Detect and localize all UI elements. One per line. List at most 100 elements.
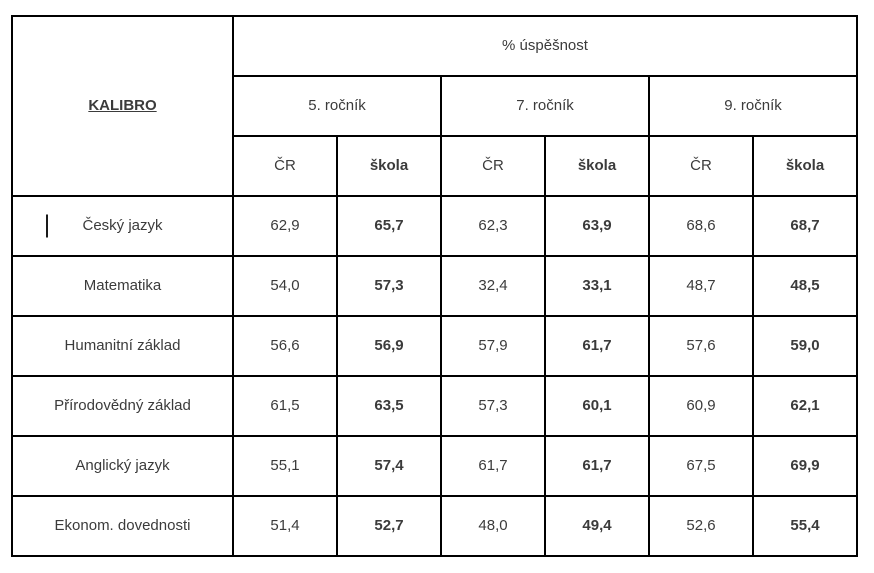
score-cell-cr[interactable]: 57,6 bbox=[648, 315, 754, 377]
header-row-grades: 5. ročník 7. ročník 9. ročník bbox=[12, 75, 858, 137]
subject-cell-prirodovedny-zaklad[interactable]: Přírodovědný základ bbox=[11, 375, 234, 437]
subject-label: Český jazyk bbox=[82, 217, 163, 234]
grade-header-9: 9. ročník bbox=[724, 97, 782, 114]
score-cell-skola[interactable]: 59,0 bbox=[752, 315, 858, 377]
score-value: 59,0 bbox=[790, 337, 820, 354]
subject-cell-humanitni-zaklad[interactable]: Humanitní základ bbox=[11, 315, 234, 377]
kalibro-title-cell[interactable]: KALIBRO bbox=[11, 15, 234, 197]
grade-header-7: 7. ročník bbox=[516, 97, 574, 114]
score-cell-cr[interactable]: 48,7 bbox=[648, 255, 754, 317]
score-value: 57,3 bbox=[374, 277, 404, 294]
score-cell-skola[interactable]: 57,4 bbox=[336, 435, 442, 497]
score-value: 48,0 bbox=[478, 517, 508, 534]
score-value: 61,7 bbox=[478, 457, 508, 474]
score-cell-cr[interactable]: 61,7 bbox=[440, 435, 546, 497]
score-value: 60,9 bbox=[686, 397, 716, 414]
score-value: 60,1 bbox=[582, 397, 612, 414]
score-value: 52,7 bbox=[374, 517, 404, 534]
table-row: Humanitní základ 56,6 56,9 57,9 61,7 57,… bbox=[11, 315, 858, 377]
score-cell-cr[interactable]: 67,5 bbox=[648, 435, 754, 497]
grade-header-5-cell[interactable]: 5. ročník bbox=[232, 75, 442, 137]
subject-label: Humanitní základ bbox=[64, 337, 181, 354]
cr-header-5-cell[interactable]: ČR bbox=[232, 135, 338, 197]
score-cell-skola[interactable]: 33,1 bbox=[544, 255, 650, 317]
score-cell-cr[interactable]: 57,9 bbox=[440, 315, 546, 377]
skola-header: škola bbox=[785, 157, 825, 174]
score-cell-cr[interactable]: 68,6 bbox=[648, 195, 754, 257]
score-value: 62,3 bbox=[478, 217, 508, 234]
subject-label: Matematika bbox=[83, 277, 162, 294]
score-cell-skola[interactable]: 55,4 bbox=[752, 495, 858, 557]
grade-header-9-cell[interactable]: 9. ročník bbox=[648, 75, 858, 137]
subject-label: Anglický jazyk bbox=[75, 457, 170, 474]
skola-header-5-cell[interactable]: škola bbox=[336, 135, 442, 197]
percent-success-header: % úspěšnost bbox=[502, 37, 588, 54]
score-value: 61,5 bbox=[270, 397, 300, 414]
score-cell-cr[interactable]: 55,1 bbox=[232, 435, 338, 497]
score-value: 67,5 bbox=[686, 457, 716, 474]
skola-header: škola bbox=[577, 157, 617, 174]
cr-header: ČR bbox=[482, 157, 504, 174]
score-value: 54,0 bbox=[270, 277, 300, 294]
score-cell-cr[interactable]: 56,6 bbox=[232, 315, 338, 377]
score-cell-cr[interactable]: 32,4 bbox=[440, 255, 546, 317]
score-value: 68,7 bbox=[790, 217, 820, 234]
score-cell-skola[interactable]: 52,7 bbox=[336, 495, 442, 557]
score-cell-cr[interactable]: 60,9 bbox=[648, 375, 754, 437]
score-value: 61,7 bbox=[582, 457, 612, 474]
score-cell-skola[interactable]: 48,5 bbox=[752, 255, 858, 317]
score-cell-skola[interactable]: 63,9 bbox=[544, 195, 650, 257]
score-value: 56,9 bbox=[374, 337, 404, 354]
subject-cell-cesky-jazyk[interactable]: Český jazyk bbox=[11, 195, 234, 257]
score-cell-skola[interactable]: 68,7 bbox=[752, 195, 858, 257]
subject-cell-matematika[interactable]: Matematika bbox=[11, 255, 234, 317]
score-cell-skola[interactable]: 65,7 bbox=[336, 195, 442, 257]
score-value: 52,6 bbox=[686, 517, 716, 534]
subject-cell-ekonom-dovednosti[interactable]: Ekonom. dovednosti bbox=[11, 495, 234, 557]
score-cell-cr[interactable]: 54,0 bbox=[232, 255, 338, 317]
table-row: Přírodovědný základ 61,5 63,5 57,3 60,1 … bbox=[11, 375, 858, 437]
subject-cell-anglicky-jazyk[interactable]: Anglický jazyk bbox=[11, 435, 234, 497]
score-value: 32,4 bbox=[478, 277, 508, 294]
score-value: 63,9 bbox=[582, 217, 612, 234]
score-cell-skola[interactable]: 60,1 bbox=[544, 375, 650, 437]
score-cell-cr[interactable]: 51,4 bbox=[232, 495, 338, 557]
score-value: 56,6 bbox=[270, 337, 300, 354]
subject-label: Přírodovědný základ bbox=[54, 397, 191, 414]
grade-header-7-cell[interactable]: 7. ročník bbox=[440, 75, 650, 137]
score-value: 48,7 bbox=[686, 277, 716, 294]
cr-header-7-cell[interactable]: ČR bbox=[440, 135, 546, 197]
score-cell-cr[interactable]: 62,9 bbox=[232, 195, 338, 257]
score-cell-skola[interactable]: 63,5 bbox=[336, 375, 442, 437]
score-cell-skola[interactable]: 49,4 bbox=[544, 495, 650, 557]
score-value: 65,7 bbox=[374, 217, 404, 234]
score-value: 55,1 bbox=[270, 457, 300, 474]
score-cell-cr[interactable]: 61,5 bbox=[232, 375, 338, 437]
text-cursor bbox=[46, 214, 48, 238]
score-value: 63,5 bbox=[374, 397, 404, 414]
cr-header-9-cell[interactable]: ČR bbox=[648, 135, 754, 197]
skola-header-9-cell[interactable]: škola bbox=[752, 135, 858, 197]
header-row-sub: ČR škola ČR škola ČR škola bbox=[12, 135, 858, 197]
score-cell-cr[interactable]: 57,3 bbox=[440, 375, 546, 437]
score-cell-skola[interactable]: 61,7 bbox=[544, 315, 650, 377]
score-cell-skola[interactable]: 61,7 bbox=[544, 435, 650, 497]
score-cell-skola[interactable]: 62,1 bbox=[752, 375, 858, 437]
score-cell-skola[interactable]: 57,3 bbox=[336, 255, 442, 317]
score-cell-skola[interactable]: 56,9 bbox=[336, 315, 442, 377]
score-cell-cr[interactable]: 52,6 bbox=[648, 495, 754, 557]
header-row-top: KALIBRO % úspěšnost bbox=[11, 15, 858, 197]
score-cell-cr[interactable]: 62,3 bbox=[440, 195, 546, 257]
table-row: Český jazyk 62,9 65,7 62,3 63,9 68,6 68,… bbox=[11, 195, 858, 257]
table-row: Matematika 54,0 57,3 32,4 33,1 48,7 48,5 bbox=[11, 255, 858, 317]
score-cell-cr[interactable]: 48,0 bbox=[440, 495, 546, 557]
table-row: Anglický jazyk 55,1 57,4 61,7 61,7 67,5 … bbox=[11, 435, 858, 497]
skola-header-7-cell[interactable]: škola bbox=[544, 135, 650, 197]
score-value: 57,3 bbox=[478, 397, 508, 414]
score-value: 57,4 bbox=[374, 457, 404, 474]
score-value: 33,1 bbox=[582, 277, 612, 294]
score-value: 57,6 bbox=[686, 337, 716, 354]
score-cell-skola[interactable]: 69,9 bbox=[752, 435, 858, 497]
percent-success-header-cell[interactable]: % úspěšnost bbox=[232, 15, 858, 77]
score-value: 48,5 bbox=[790, 277, 820, 294]
